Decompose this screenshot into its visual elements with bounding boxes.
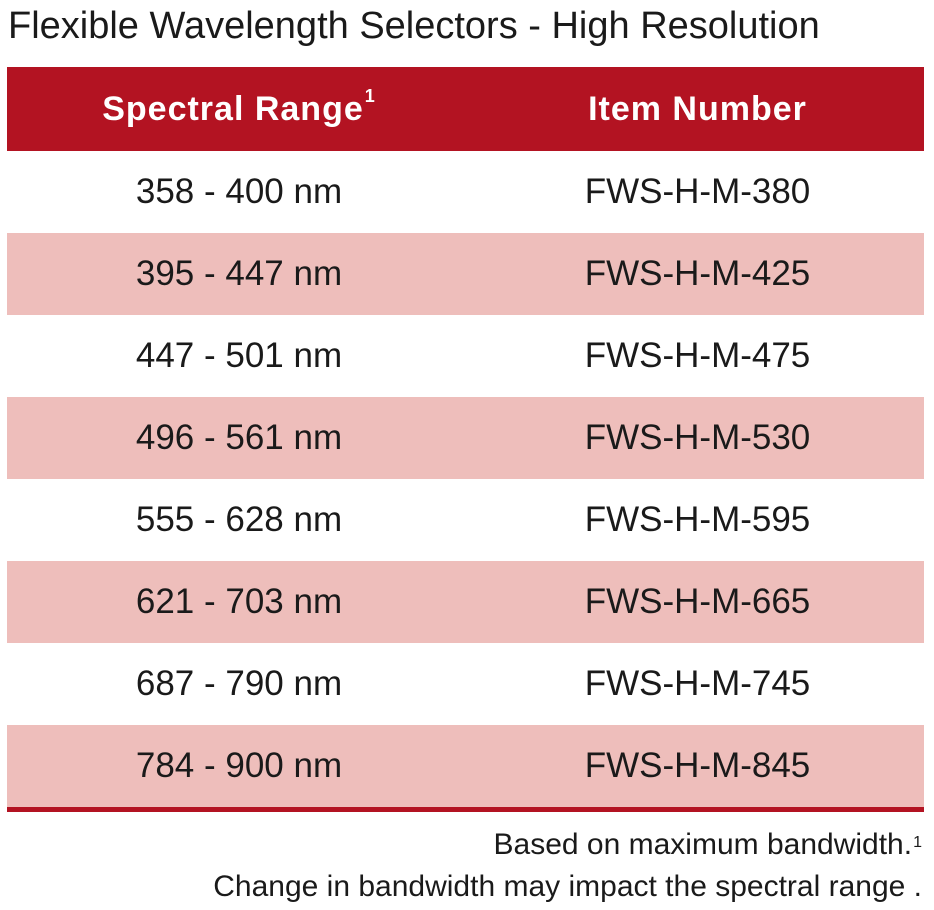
item-number-cell: FWS-H-M-745 <box>584 664 811 703</box>
item-number-cell: FWS-H-M-845 <box>584 746 811 785</box>
spectral-range-cell: 687 - 790 nm <box>135 664 343 703</box>
spectral-range-cell: 395 - 447 nm <box>135 254 343 293</box>
spectral-range-cell: 555 - 628 nm <box>135 500 343 539</box>
item-number-cell: FWS-H-M-595 <box>584 500 811 539</box>
table-row: 687 - 790 nm FWS-H-M-745 <box>7 643 924 725</box>
spectral-range-cell: 784 - 900 nm <box>135 746 343 785</box>
footnote-line-2: Change in bandwidth may impact the spect… <box>213 870 922 903</box>
product-table: Spectral Range1 Item Number 358 - 400 nm… <box>7 67 924 812</box>
table-row: 395 - 447 nm FWS-H-M-425 <box>7 233 924 315</box>
header-spectral-range: Spectral Range1 <box>7 86 471 129</box>
table-row: 358 - 400 nm FWS-H-M-380 <box>7 151 924 233</box>
table-row: 784 - 900 nm FWS-H-M-845 <box>7 725 924 807</box>
table-row: 447 - 501 nm FWS-H-M-475 <box>7 315 924 397</box>
footnote-text-1: Based on maximum bandwidth. <box>493 828 913 861</box>
footnote-marker: 1 <box>913 834 922 851</box>
spectral-range-cell: 358 - 400 nm <box>135 172 343 211</box>
table-header-row: Spectral Range1 Item Number <box>7 67 924 151</box>
item-number-cell: FWS-H-M-425 <box>584 254 811 293</box>
table-row: 496 - 561 nm FWS-H-M-530 <box>7 397 924 479</box>
table-bottom-rule <box>7 807 924 812</box>
item-number-cell: FWS-H-M-380 <box>584 172 811 211</box>
table-row: 621 - 703 nm FWS-H-M-665 <box>7 561 924 643</box>
item-number-cell: FWS-H-M-665 <box>584 582 811 621</box>
spectral-range-cell: 621 - 703 nm <box>135 582 343 621</box>
footnote-marker: 1 <box>364 85 376 106</box>
header-item-number: Item Number <box>588 89 807 128</box>
page-title: Flexible Wavelength Selectors - High Res… <box>8 5 820 47</box>
item-number-cell: FWS-H-M-475 <box>584 336 811 375</box>
spectral-range-cell: 496 - 561 nm <box>135 418 343 457</box>
header-spectral-range-label: Spectral Range <box>102 89 364 128</box>
table-row: 555 - 628 nm FWS-H-M-595 <box>7 479 924 561</box>
item-number-cell: FWS-H-M-530 <box>584 418 811 457</box>
spectral-range-cell: 447 - 501 nm <box>135 336 343 375</box>
footnote-line-1: Based on maximum bandwidth.1 <box>213 824 922 866</box>
footnotes: Based on maximum bandwidth.1 Change in b… <box>213 824 922 908</box>
